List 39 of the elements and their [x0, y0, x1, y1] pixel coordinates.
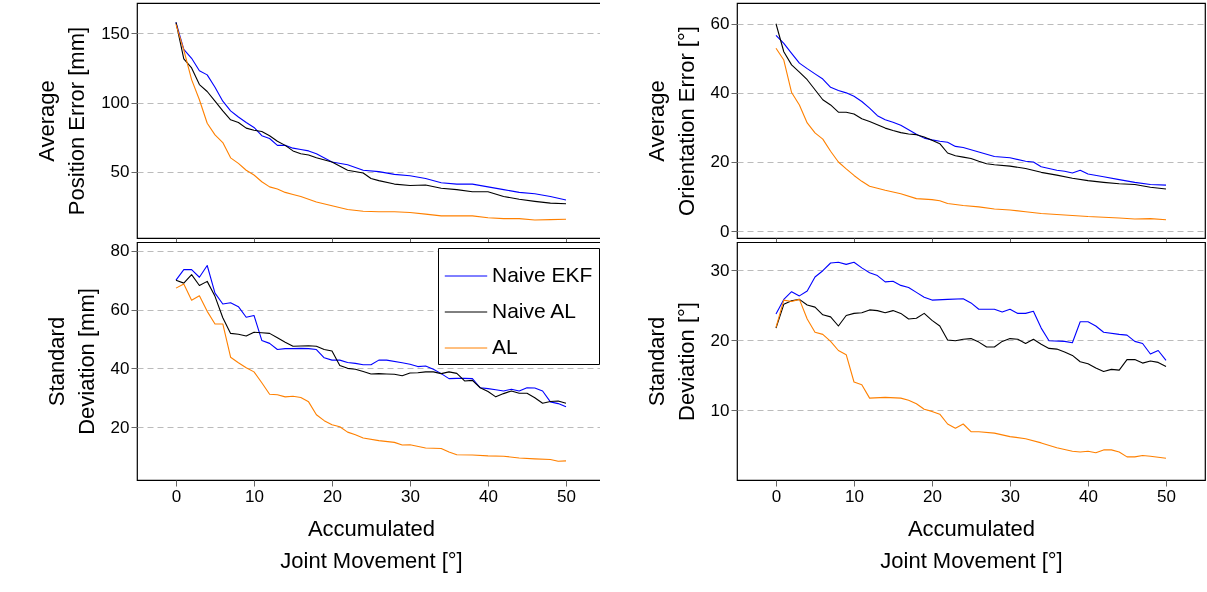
x-tick-label: 40 [479, 486, 498, 506]
line-series [775, 261, 1167, 361]
x-tick-label: 20 [323, 486, 342, 506]
y-tick-label: 40 [710, 83, 730, 103]
legend-label: AL [492, 335, 518, 358]
x-axis-title: Accumulated Joint Movement [°] [280, 515, 463, 573]
x-tick-label: 20 [923, 486, 942, 506]
y-tick-label: 30 [710, 260, 730, 280]
x-tick-label: 50 [1157, 486, 1176, 506]
x-tick-label: 10 [845, 486, 864, 506]
x-tick-label: 50 [557, 486, 576, 506]
x-tick-label: 0 [771, 486, 782, 506]
y-axis-title: Average Position Error [mm] [34, 26, 90, 216]
x-tick-label: 0 [171, 486, 182, 506]
y-tick-label: 0 [720, 221, 730, 241]
y-tick-label: 150 [101, 23, 130, 43]
y-axis-title: Standard Deviation [°] [643, 302, 699, 421]
y-tick-label: 20 [710, 330, 730, 350]
x-tick-label: 10 [245, 486, 264, 506]
y-tick-label: 10 [710, 400, 730, 420]
y-tick-label: 50 [110, 162, 130, 182]
legend-label: Naive EKF [492, 263, 593, 286]
y-axis-title: Average Orientation Error [°] [643, 26, 699, 216]
y-axis-title: Standard Deviation [mm] [43, 288, 99, 435]
line-series [775, 298, 1167, 373]
y-tick-label: 80 [110, 241, 130, 261]
legend-label: Naive AL [492, 299, 577, 322]
x-tick-label: 30 [401, 486, 420, 506]
x-tick-label: 30 [1001, 486, 1020, 506]
x-tick-label: 40 [1079, 486, 1098, 506]
y-tick-label: 60 [110, 300, 130, 320]
line-series [775, 298, 1167, 459]
y-tick-label: 60 [710, 14, 730, 34]
y-tick-label: 20 [710, 152, 730, 172]
x-axis-title: Accumulated Joint Movement [°] [880, 515, 1063, 573]
y-tick-label: 20 [110, 417, 130, 437]
line-series [775, 47, 1167, 221]
y-tick-label: 100 [101, 93, 130, 113]
y-tick-label: 40 [110, 358, 130, 378]
